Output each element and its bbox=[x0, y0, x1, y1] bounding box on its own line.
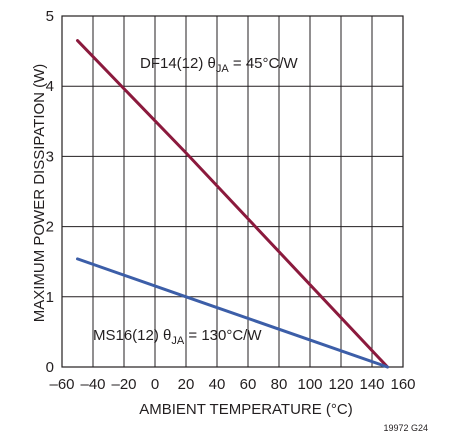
x-tick-label: –20 bbox=[111, 376, 136, 393]
y-tick-label: 5 bbox=[46, 8, 54, 25]
series-line-2 bbox=[76, 257, 389, 369]
x-tick-label: 0 bbox=[151, 376, 159, 393]
x-tick-label: 60 bbox=[240, 376, 257, 393]
y-tick-label: 0 bbox=[46, 359, 54, 376]
x-tick-label: 80 bbox=[271, 376, 288, 393]
chart-grid bbox=[61, 15, 404, 368]
y-axis-title: MAXIMUM POWER DISSIPATION (W) bbox=[31, 64, 48, 323]
y-tick-label: 1 bbox=[46, 289, 54, 306]
x-tick-label: 20 bbox=[178, 376, 195, 393]
series-2-annotation: MS16(12) θJA = 130°C/W bbox=[93, 327, 262, 347]
x-axis-title: AMBIENT TEMPERATURE (°C) bbox=[139, 401, 353, 418]
x-tick-label: 40 bbox=[209, 376, 226, 393]
x-tick-label: 140 bbox=[359, 376, 384, 393]
chart-series bbox=[76, 39, 389, 369]
series-1-annotation: DF14(12) θJA = 45°C/W bbox=[140, 55, 298, 75]
x-axis-ticks: –60 –40 –20 0 20 40 60 80 100 120 140 160 bbox=[49, 376, 415, 393]
x-tick-label: –60 bbox=[49, 376, 74, 393]
x-tick-label: –40 bbox=[80, 376, 105, 393]
y-tick-label: 2 bbox=[46, 219, 54, 236]
x-tick-label: 120 bbox=[328, 376, 353, 393]
series-line-1 bbox=[76, 39, 389, 369]
x-tick-label: 160 bbox=[390, 376, 415, 393]
y-tick-label: 4 bbox=[46, 78, 54, 95]
y-axis-ticks: 0 1 2 3 4 5 bbox=[46, 8, 54, 376]
x-tick-label: 100 bbox=[297, 376, 322, 393]
y-tick-label: 3 bbox=[46, 148, 54, 165]
figure-id: 19972 G24 bbox=[383, 423, 428, 433]
plot-frame bbox=[61, 15, 404, 368]
